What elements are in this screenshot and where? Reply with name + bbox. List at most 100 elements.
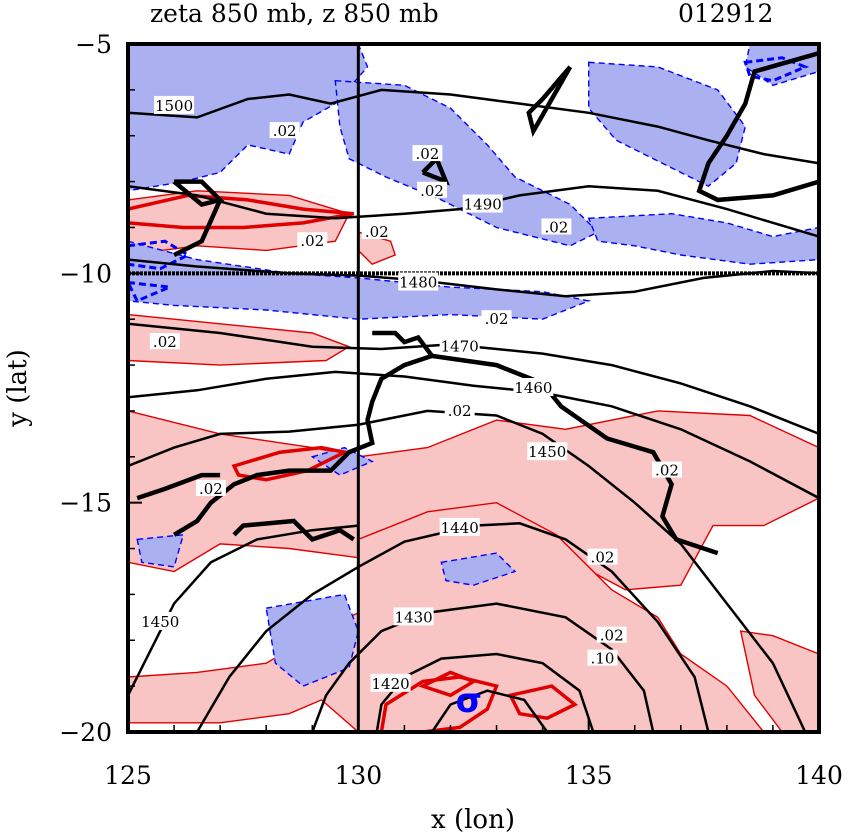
y-axis: −5 −10 −15 −20	[59, 30, 142, 747]
x-tick-label: 125	[104, 761, 152, 790]
strong-negative-contour	[743, 56, 810, 83]
positive-region	[739, 630, 819, 732]
height-contours	[128, 88, 819, 732]
height-contour-label: 1430	[395, 608, 433, 626]
vorticity-label-background	[587, 548, 618, 565]
positive-region	[128, 410, 819, 591]
x-tick-label: 130	[334, 761, 382, 790]
height-contour	[128, 524, 359, 696]
positive-region	[128, 501, 765, 732]
vorticity-label-background	[596, 626, 627, 643]
vorticity-contour-label: .02	[655, 462, 679, 480]
storm-symbol: σ	[456, 681, 482, 721]
height-contour	[311, 602, 655, 732]
vorticity-contour-label: .02	[591, 549, 615, 567]
x-axis: 125 130 135 140	[104, 718, 843, 790]
negative-region	[588, 61, 747, 188]
height-label-background	[370, 673, 411, 692]
strong-positive-contour	[418, 670, 478, 698]
height-contour-label: 1480	[399, 274, 437, 292]
vorticity-contour-label: .02	[365, 223, 389, 241]
thick-contour	[696, 51, 819, 203]
thick-contour	[431, 353, 719, 556]
vorticity-label-background	[417, 181, 448, 198]
height-contour-label: 1500	[155, 97, 193, 115]
height-contour	[128, 88, 819, 165]
positive-vorticity-shading	[128, 190, 819, 732]
x-tick-label: 140	[795, 761, 843, 790]
height-label-background	[154, 95, 195, 114]
vorticity-label-background	[412, 145, 443, 162]
height-contour-label: 1470	[441, 338, 479, 356]
height-label-background	[513, 378, 554, 396]
vorticity-contour-label: .02	[273, 122, 297, 140]
negative-region	[128, 44, 369, 192]
y-tick-label: −20	[59, 718, 112, 747]
height-label-background	[140, 611, 181, 630]
thick-contour	[173, 198, 223, 258]
x-tick-label: 135	[565, 761, 613, 790]
vorticity-contour-label: .10	[591, 650, 615, 668]
height-contour	[128, 409, 807, 732]
thick-contour	[232, 518, 355, 542]
plot-area: 1500 1490 1480 1470 1460 1450 1450 1440 1430 1420…	[128, 44, 819, 732]
vorticity-contour-label: .02	[544, 218, 568, 236]
height-contour	[430, 689, 549, 732]
negative-region	[136, 534, 185, 568]
vorticity-label-background	[149, 333, 180, 350]
vorticity-contour-label: .02	[420, 182, 444, 200]
reference-lines	[128, 44, 819, 732]
chart-title: zeta 850 mb, z 850 mb 012912	[150, 0, 773, 28]
negative-region	[587, 212, 819, 265]
height-label-background	[439, 517, 480, 536]
height-label-background	[393, 607, 434, 626]
title-left: zeta 850 mb, z 850 mb	[150, 0, 439, 28]
vorticity-contour-label: .02	[416, 145, 440, 163]
height-contour-label: 1460	[514, 379, 552, 397]
height-label-background	[439, 336, 480, 355]
vorticity-label-background	[195, 479, 226, 496]
negative-vorticity-contours	[128, 56, 810, 303]
negative-region	[265, 593, 360, 687]
y-tick-label: −15	[59, 489, 112, 518]
thick-contours	[136, 51, 819, 556]
vorticity-contour-label: .02	[300, 232, 324, 250]
height-contour	[128, 258, 819, 298]
height-contour	[375, 652, 595, 732]
strong-positive-contour	[507, 684, 579, 721]
height-contour	[128, 184, 819, 238]
height-contour-label: 1440	[441, 519, 479, 537]
height-contour	[128, 370, 819, 500]
y-axis-label: y (lat)	[3, 349, 33, 428]
height-contour-label: 1450	[528, 443, 566, 461]
vorticity-contour-label: .02	[600, 627, 624, 645]
height-contour-label: 1450	[141, 613, 179, 631]
height-contour	[128, 322, 819, 436]
vorticity-label-background	[297, 232, 328, 249]
vorticity-contour-label: .02	[485, 310, 509, 328]
strong-negative-contour	[128, 280, 176, 303]
thick-contour	[136, 472, 221, 501]
strong-positive-contour	[231, 445, 350, 482]
vorticity-contour-label: .02	[153, 333, 177, 351]
vorticity-contour-label: .02	[448, 402, 472, 420]
y-tick-label: −10	[59, 259, 112, 288]
y-tick-label: −5	[75, 30, 112, 59]
vorticity-label-background	[481, 310, 512, 327]
vorticity-label-background	[361, 223, 392, 240]
thick-contour	[421, 154, 450, 186]
vorticity-contour-label: .02	[199, 480, 223, 498]
height-label-background	[462, 194, 503, 213]
thick-contour	[526, 65, 573, 138]
positive-region	[128, 313, 351, 366]
height-contour-label: 1420	[371, 675, 409, 693]
vorticity-label-background	[651, 461, 682, 478]
vorticity-label-background	[444, 401, 475, 418]
height-label-background	[527, 442, 568, 461]
strong-negative-contour	[128, 239, 192, 271]
negative-region	[440, 552, 517, 586]
vorticity-label-background	[541, 218, 572, 235]
negative-region	[334, 79, 600, 247]
height-label-background	[398, 272, 439, 291]
